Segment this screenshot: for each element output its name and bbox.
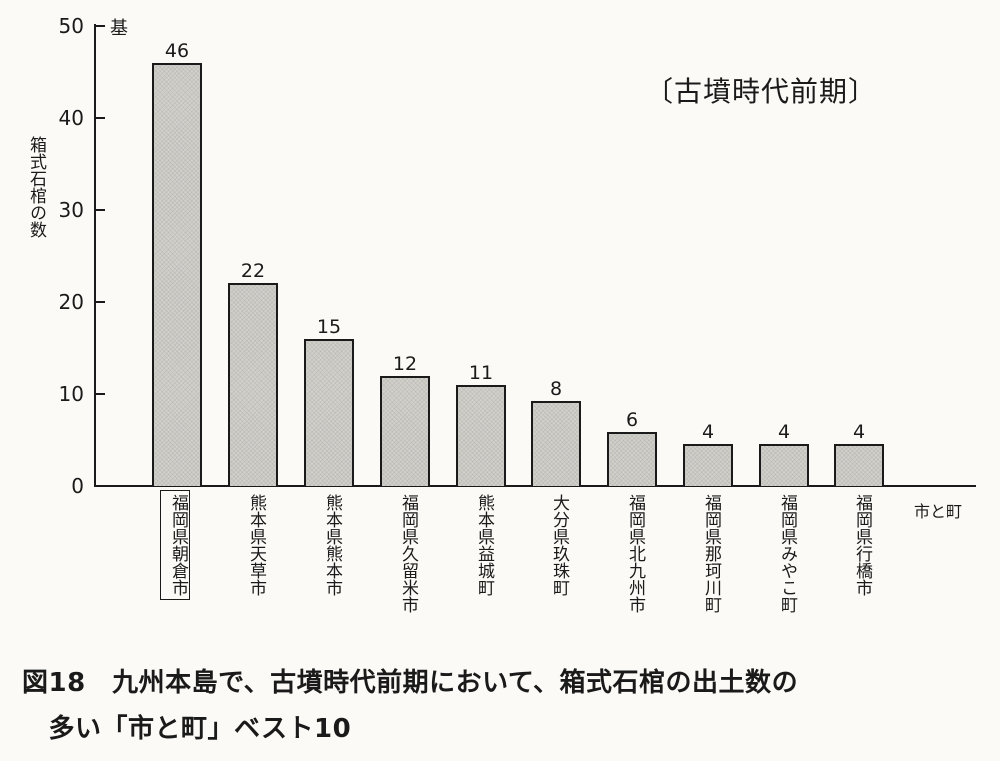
- y-tick-label: 40: [58, 106, 84, 130]
- bar-value-label: 15: [316, 316, 342, 338]
- category-label: 熊本県益城町: [474, 494, 494, 596]
- category-label: 熊本県天草市: [246, 494, 266, 596]
- bar: [834, 444, 884, 486]
- category-label: 大分県玖珠町: [549, 494, 569, 596]
- bar-value-label: 4: [701, 421, 715, 443]
- figure-caption-line-2: 多い「市と町」ベスト10: [22, 714, 352, 744]
- category-label: 福岡県行橋市: [852, 494, 872, 596]
- x-axis: [94, 485, 976, 487]
- y-tick: [96, 393, 105, 395]
- bar-value-label: 8: [549, 378, 563, 400]
- x-axis-label: 市と町: [914, 502, 963, 521]
- bar-value-label: 22: [240, 260, 266, 282]
- category-label: 福岡県北九州市: [625, 494, 645, 613]
- bar: [607, 432, 657, 486]
- y-tick-label: 10: [58, 382, 84, 406]
- bar: [683, 444, 733, 486]
- bar-value-label: 4: [777, 421, 791, 443]
- bar-value-label: 4: [852, 421, 866, 443]
- y-tick: [96, 485, 105, 487]
- y-tick: [96, 25, 105, 27]
- bar-value-label: 12: [392, 353, 418, 375]
- bar: [152, 63, 202, 486]
- y-tick: [96, 117, 105, 119]
- y-tick-label: 30: [58, 198, 84, 222]
- bar-value-label: 11: [468, 362, 494, 384]
- category-label: 福岡県久留米市: [398, 494, 418, 613]
- figure-caption-line-1: 図18 九州本島で、古墳時代前期において、箱式石棺の出土数の: [22, 668, 799, 698]
- y-tick-label: 20: [58, 290, 84, 314]
- y-unit-label: 基: [110, 18, 128, 39]
- bar: [456, 385, 506, 486]
- y-tick-label: 0: [71, 474, 84, 498]
- category-label: 熊本県熊本市: [322, 494, 342, 596]
- y-tick-label: 50: [58, 14, 84, 38]
- y-tick: [96, 301, 105, 303]
- y-tick: [96, 209, 105, 211]
- bar: [304, 339, 354, 486]
- bar: [380, 376, 430, 486]
- period-label: 〔古墳時代前期〕: [645, 75, 878, 108]
- bar: [228, 283, 278, 486]
- bar-value-label: 6: [625, 409, 639, 431]
- bar-chart: 0 10 20 30 40 50 基 箱式石棺の数 〔古墳時代前期〕 46 22…: [26, 14, 976, 613]
- category-label: 福岡県那珂川町: [701, 494, 721, 613]
- category-label-highlighted: 福岡県朝倉市: [160, 490, 190, 600]
- y-axis-label: 箱式石棺の数: [26, 136, 46, 238]
- category-label: 福岡県みやこ町: [777, 494, 797, 613]
- y-axis: [94, 24, 96, 487]
- bar-value-label: 46: [164, 40, 190, 62]
- bar: [759, 444, 809, 486]
- bar: [531, 401, 581, 486]
